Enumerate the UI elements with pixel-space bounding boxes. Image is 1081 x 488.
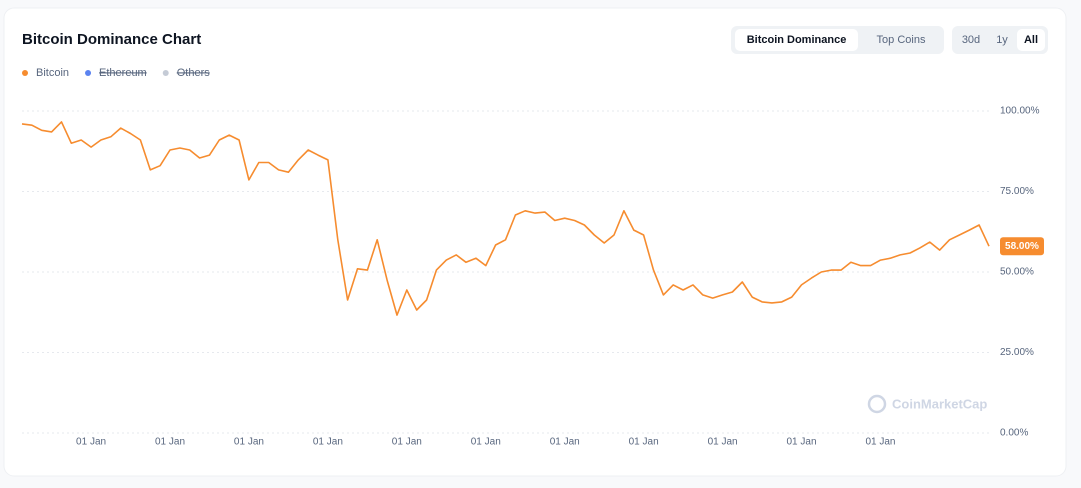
tab[interactable]: Bitcoin Dominance (747, 34, 847, 46)
x-tick-label: 01 Jan (313, 437, 343, 448)
range-active-bg (1017, 29, 1045, 51)
y-tick-label: 75.00% (1000, 186, 1034, 197)
x-tick-label: 01 Jan (471, 437, 501, 448)
value-label: 58.00% (1005, 241, 1039, 252)
y-tick-label: 50.00% (1000, 267, 1034, 278)
data-line (21, 121, 990, 316)
x-tick-label: 01 Jan (787, 437, 817, 448)
watermark-logo (867, 394, 887, 414)
tab-active-bg (735, 29, 858, 51)
y-tick-label: 25.00% (1000, 347, 1034, 358)
range-button[interactable]: All (1024, 34, 1038, 46)
x-tick-label: 01 Jan (550, 437, 580, 448)
y-tick-label: 100.00% (1000, 106, 1040, 117)
x-tick-label: 01 Jan (865, 437, 895, 448)
range-button[interactable]: 1y (996, 34, 1008, 46)
tab[interactable]: Top Coins (877, 34, 926, 46)
legend-label[interactable]: Others (177, 67, 211, 79)
x-tick-label: 01 Jan (234, 437, 264, 448)
card (3, 7, 1067, 477)
legend-label[interactable]: Ethereum (99, 67, 147, 79)
value-badge (1000, 237, 1044, 256)
legend-dot[interactable] (22, 70, 28, 76)
x-tick-label: 01 Jan (708, 437, 738, 448)
range-button[interactable]: 30d (962, 34, 980, 46)
x-tick-label: 01 Jan (392, 437, 422, 448)
legend-dot[interactable] (162, 70, 169, 76)
x-tick-label: 01 Jan (76, 437, 106, 448)
watermark: CoinMarketCap (892, 396, 987, 411)
x-tick-label: 01 Jan (155, 437, 185, 448)
legend-dot[interactable] (85, 70, 92, 76)
chart-title: Bitcoin Dominance Chart (22, 31, 201, 48)
y-tick-label: 0.00% (1000, 428, 1028, 439)
x-tick-label: 01 Jan (629, 437, 659, 448)
legend-label[interactable]: Bitcoin (36, 67, 69, 79)
